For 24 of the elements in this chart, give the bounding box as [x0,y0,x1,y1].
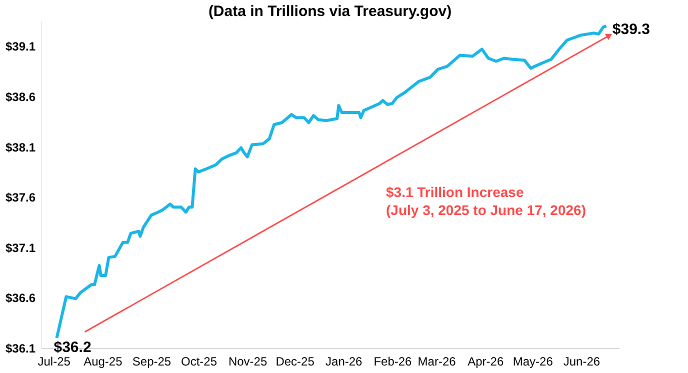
x-tick-label: Dec-25 [276,354,315,368]
x-tick-label: May-26 [512,354,554,368]
x-tick-label: Apr-26 [468,354,504,368]
y-tick-label: $36.6 [5,291,36,306]
x-tick-label: Jul-25 [38,354,71,368]
x-tick-label: Mar-26 [418,354,456,368]
y-tick-label: $36.1 [5,342,36,356]
x-tick-label: Jan-26 [326,354,363,368]
x-tick-label: Sep-25 [132,354,172,368]
annotation: $3.1 Trillion Increase [386,184,524,200]
x-tick-label: Oct-25 [180,354,218,368]
y-tick-label: $39.1 [5,40,36,54]
x-tick-label: Feb-26 [374,354,412,368]
annotation: (July 3, 2025 to June 17, 2026) [386,202,586,218]
annotation: $36.2 [54,338,92,356]
y-tick-label: $38.6 [5,90,36,104]
annotation: $39.3 [612,21,650,38]
y-tick-label: $37.1 [5,240,36,255]
y-tick-label: $37.6 [5,190,36,205]
y-tick-label: $38.1 [5,140,36,154]
chart-title: (Data in Trillions via Treasury.gov) [208,3,452,20]
x-tick-label: Nov-25 [228,354,268,368]
x-tick-label: Aug-25 [84,354,123,368]
x-tick-label: Jun-26 [563,354,600,368]
